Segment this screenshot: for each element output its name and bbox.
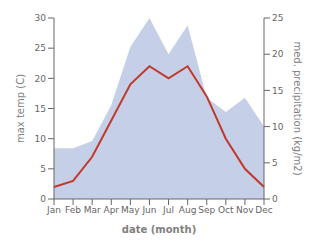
svg-text:Oct: Oct [218, 205, 234, 215]
svg-text:10: 10 [35, 134, 47, 144]
svg-text:Nov: Nov [236, 205, 254, 215]
svg-text:5: 5 [40, 164, 46, 174]
svg-text:10: 10 [272, 122, 284, 132]
svg-text:med. precipitation (kg/m2): med. precipitation (kg/m2) [292, 41, 303, 175]
svg-text:15: 15 [272, 86, 283, 96]
svg-text:date (month): date (month) [122, 224, 196, 235]
svg-text:Sep: Sep [198, 205, 215, 215]
svg-text:30: 30 [35, 13, 47, 23]
svg-text:Jul: Jul [162, 205, 174, 215]
svg-text:Mar: Mar [84, 205, 101, 215]
svg-text:Jun: Jun [141, 205, 156, 215]
svg-text:Aug: Aug [179, 205, 197, 215]
svg-text:max temp (C): max temp (C) [15, 74, 26, 143]
svg-text:20: 20 [272, 49, 284, 59]
svg-text:5: 5 [272, 158, 278, 168]
svg-text:Apr: Apr [103, 205, 119, 215]
svg-text:Jan: Jan [46, 205, 61, 215]
svg-text:15: 15 [35, 104, 46, 114]
svg-text:0: 0 [40, 194, 46, 204]
svg-text:Dec: Dec [255, 205, 272, 215]
svg-text:20: 20 [35, 74, 47, 84]
svg-text:0: 0 [272, 194, 278, 204]
svg-text:25: 25 [272, 13, 283, 23]
svg-text:25: 25 [35, 43, 46, 53]
svg-text:Feb: Feb [65, 205, 81, 215]
svg-text:May: May [121, 205, 140, 215]
